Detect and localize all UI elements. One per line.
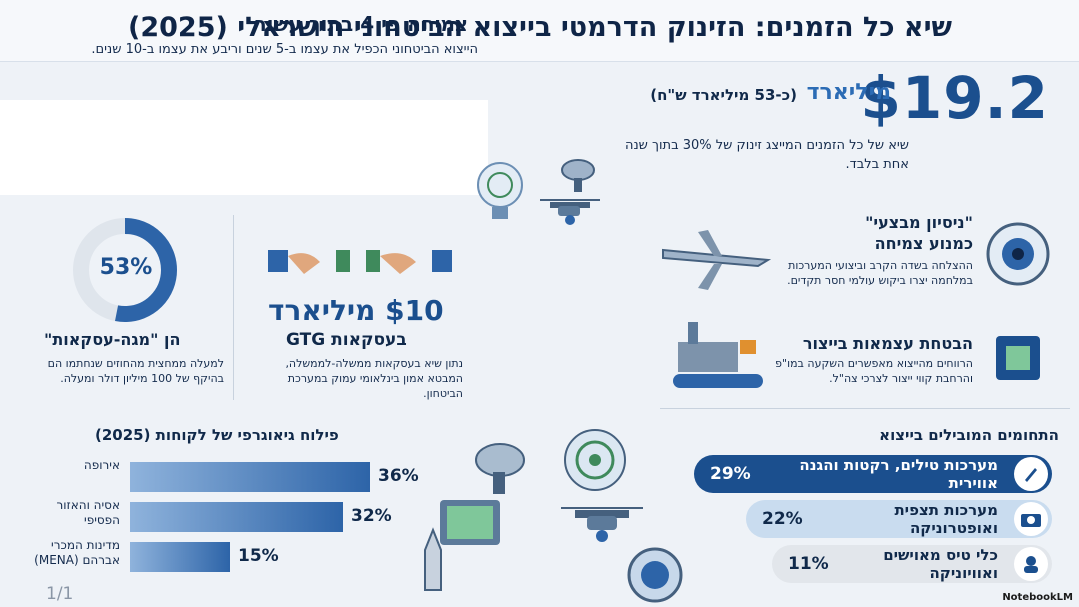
feature-operational-description: ההצלחה בשדה הקרב וביצועי המערכות במלחמה … [787, 259, 973, 287]
growth-description: הייצוא הביטחוני הכפיל את עצמו ב-5 שנים ו… [91, 42, 478, 57]
feature-independence-title: הבטחת עצמאות בייצור [802, 334, 973, 353]
drone-icon [561, 507, 643, 542]
horizontal-divider [660, 408, 1070, 409]
page-title: שיא כל הזמנים: הזינוק הדרמטי בייצוא הביט… [127, 12, 952, 43]
drone-icon [540, 199, 600, 225]
sectors-title: התחומים המובילים בייצוא [879, 426, 1059, 444]
gtg-amount: $10 מיליארד [268, 294, 444, 327]
sector-label: מערכות תצפית ואופטרוניקה [894, 501, 998, 537]
missile-icon [1014, 457, 1048, 491]
feature-operational-title-line1: "ניסיון מבצעי" [865, 213, 973, 232]
uav-icon [662, 230, 772, 290]
donut-arc [73, 218, 177, 322]
satellite-dish-icon [475, 443, 525, 494]
growth-title: צמיחה פי 4 בתוך עשור [254, 12, 468, 36]
camera-icon [1014, 502, 1048, 536]
mega-deals-title: הן "מגה-עסקאות" [44, 330, 181, 349]
hero-amount: $19.2 [860, 64, 1049, 132]
mega-deals-percent: 53% [99, 255, 153, 280]
radar-drone-illustration [477, 159, 600, 225]
security-camera-icon [986, 222, 1050, 286]
camera-lens-icon [627, 547, 683, 603]
tablet-icon [440, 500, 500, 545]
pilot-icon [1014, 547, 1048, 581]
title-bar [0, 0, 1079, 62]
factory-illustration [673, 322, 763, 388]
feature-operational-title-line2: כמנוע צמיחה [874, 234, 973, 253]
geo-row-percent: 32% [351, 506, 392, 526]
sector-pill-body: כלי טיס מאוישים ואוויוניקה 11% [772, 545, 1052, 583]
feature-independence-description: הרווחים מהייצוא מאפשרים השקעה במו"פ והרח… [775, 357, 973, 385]
handshake-icon [268, 250, 350, 274]
vertical-divider [233, 215, 234, 400]
mega-deals-description: למעלה ממחצית מהחוזים שנחתמו הם בהיקף של … [47, 357, 224, 385]
page-number: 1/1 [46, 584, 74, 604]
geo-row: מדינות המכרי אברהם (MENA) 15% [20, 538, 420, 578]
geo-row-label: מדינות המכרי אברהם (MENA) [34, 538, 120, 567]
gtg-description: נתון שיא בעסקאות ממשלה-לממשלה, המבטא אמו… [285, 357, 463, 400]
geo-bar [130, 502, 343, 532]
sector-pill-body: מערכות תצפית ואופטרוניקה 22% [746, 500, 1052, 538]
mega-deals-donut [73, 218, 177, 322]
factory-icon [673, 322, 763, 388]
gtg-title: בעסקאות GTG [286, 330, 407, 350]
camera-dome-illustration [986, 222, 1050, 286]
sector-pill-body: מערכות טילים, רקטות והגנה אווירית 29% [694, 455, 1052, 493]
missile-icon [424, 527, 442, 591]
growth-box [0, 100, 488, 195]
satellite-dish-icon [561, 159, 595, 192]
geo-row-percent: 15% [238, 546, 279, 566]
defense-equipment-illustration [424, 429, 683, 603]
geo-row-percent: 36% [378, 466, 419, 486]
hero-description: שיא של כל הזמנים המייצג זינוק של 30% בתו… [624, 138, 909, 172]
sector-percent: 29% [710, 464, 751, 484]
sector-pill-optronics: מערכות תצפית ואופטרוניקה 22% [746, 500, 1052, 538]
radar-icon [477, 162, 523, 219]
sector-label: כלי טיס מאוישים ואוויוניקה [883, 546, 998, 582]
radar-icon [564, 429, 626, 491]
hero-unit: מיליארד [806, 80, 891, 105]
geo-title: פילוח גיאוגרפי של לקוחות (2025) [95, 426, 339, 444]
feature-operational-title: "ניסיון מבצעי" כמנוע צמיחה [865, 212, 973, 254]
uav-illustration [662, 230, 772, 290]
brand-label: NotebookLM [1002, 592, 1073, 603]
sector-pill-missiles: מערכות טילים, רקטות והגנה אווירית 29% [694, 455, 1052, 493]
geo-bar [130, 542, 230, 572]
handshake-illustration [268, 250, 452, 274]
geo-row: אירופה 36% [20, 458, 420, 498]
geo-row: אסיה והאזור הפסיפי 32% [20, 498, 420, 538]
geo-row-label: אירופה [83, 458, 120, 472]
sector-label: מערכות טילים, רקטות והגנה אווירית [799, 456, 998, 492]
sector-percent: 22% [762, 509, 803, 529]
handshake-icon [366, 250, 452, 274]
geo-row-label: אסיה והאזור הפסיפי [56, 498, 120, 527]
sector-pill-aviation: כלי טיס מאוישים ואוויוניקה 11% [772, 545, 1052, 583]
geo-bar [130, 462, 370, 492]
hero-conversion: (כ-53 מיליארד ש"ח) [650, 86, 797, 104]
microchip-icon [996, 336, 1040, 380]
sector-percent: 11% [788, 554, 829, 574]
chip-illustration [996, 336, 1040, 380]
